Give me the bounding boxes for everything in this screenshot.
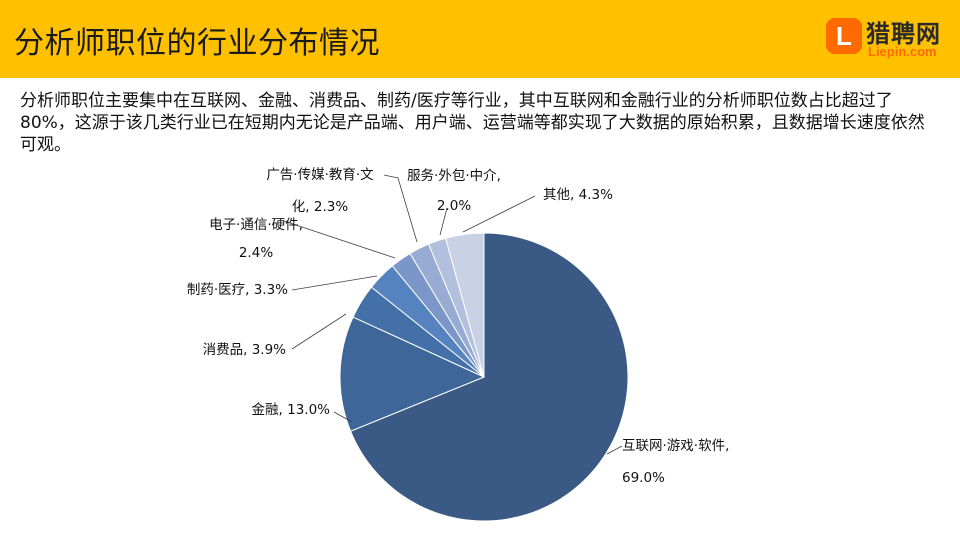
logo-url: Liepin.com	[868, 44, 937, 59]
slice-label-0-1: 69.0%	[622, 470, 665, 486]
pie-leader-lines	[283, 174, 623, 455]
title-bar: 分析师职位的行业分布情况 L 猎聘网 Liepin.com	[0, 0, 960, 78]
leader-line-0	[606, 445, 623, 455]
leader-line-1	[333, 411, 353, 423]
leader-line-2	[291, 313, 347, 350]
leader-line-5	[383, 174, 418, 243]
slice-label-7-0: 其他, 4.3%	[543, 187, 613, 203]
leader-line-3	[291, 275, 378, 291]
slice-label-5-1: 化, 2.3%	[292, 199, 349, 215]
pie-slice-0	[349, 232, 629, 522]
leader-line-7	[462, 195, 536, 233]
liepin-logo: L 猎聘网 Liepin.com	[826, 14, 954, 64]
description-text: 分析师职位主要集中在互联网、金融、消费品、制药/医疗等行业，其中互联网和金融行业…	[20, 91, 925, 155]
slice-label-4-0: 电子·通信·硬件,	[209, 217, 303, 233]
logo-text: 猎聘网	[866, 20, 941, 48]
industry-pie-chart: 互联网·游戏·软件, 69.0% 金融, 13.0% 消费品, 3.9% 制药·医疗, …	[187, 167, 730, 522]
page-title: 分析师职位的行业分布情况	[14, 26, 380, 61]
logo-badge-icon: L	[826, 18, 862, 54]
slice-label-0-0: 互联网·游戏·软件,	[622, 438, 729, 454]
pie-labels: 互联网·游戏·软件, 69.0% 金融, 13.0% 消费品, 3.9% 制药·医疗, …	[187, 167, 730, 486]
slice-label-5-0: 广告·传媒·教育·文	[266, 167, 374, 183]
slice-label-1-0: 金融, 13.0%	[252, 402, 331, 418]
pie-slice-1	[339, 316, 486, 432]
slice-label-3-0: 制药·医疗, 3.3%	[187, 282, 288, 298]
slice-label-2-0: 消费品, 3.9%	[203, 342, 287, 358]
pie-slices	[339, 232, 629, 522]
slice-label-6-0: 服务·外包·中介,	[407, 168, 501, 184]
pie-slice-7	[445, 232, 485, 378]
leader-line-6	[439, 207, 448, 236]
slice-label-6-1: 2.0%	[437, 198, 471, 214]
slice-label-4-1: 2.4%	[239, 245, 273, 261]
leader-line-4	[283, 220, 396, 259]
